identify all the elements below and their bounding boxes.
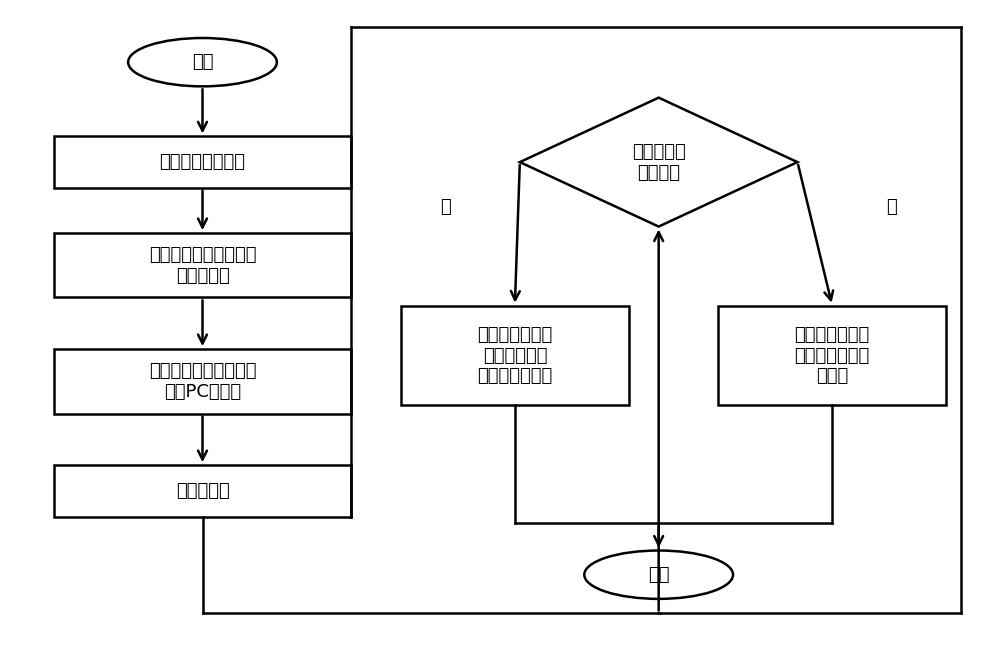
Text: 否: 否 [886, 199, 897, 216]
Text: 开始: 开始 [192, 53, 213, 71]
Text: 摄像头采集一张图片，
送到PC机内存: 摄像头采集一张图片， 送到PC机内存 [149, 362, 256, 401]
Text: 同心度大于
设定阈值: 同心度大于 设定阈值 [632, 143, 686, 182]
Text: 结束: 结束 [648, 565, 669, 584]
Text: 机械手吸取相应
的压电陶瓷银
片，送至良品区: 机械手吸取相应 的压电陶瓷银 片，送至良品区 [477, 326, 552, 385]
Text: 同心度检测: 同心度检测 [176, 482, 229, 500]
Text: 是: 是 [440, 199, 451, 216]
Text: 系统初始化，上料: 系统初始化，上料 [160, 153, 246, 171]
Text: 根据产品型号设置同心
度检测阈值: 根据产品型号设置同心 度检测阈值 [149, 246, 256, 285]
Text: 侧倾检测托板使
不合格品滑落至
废品区: 侧倾检测托板使 不合格品滑落至 废品区 [795, 326, 870, 385]
